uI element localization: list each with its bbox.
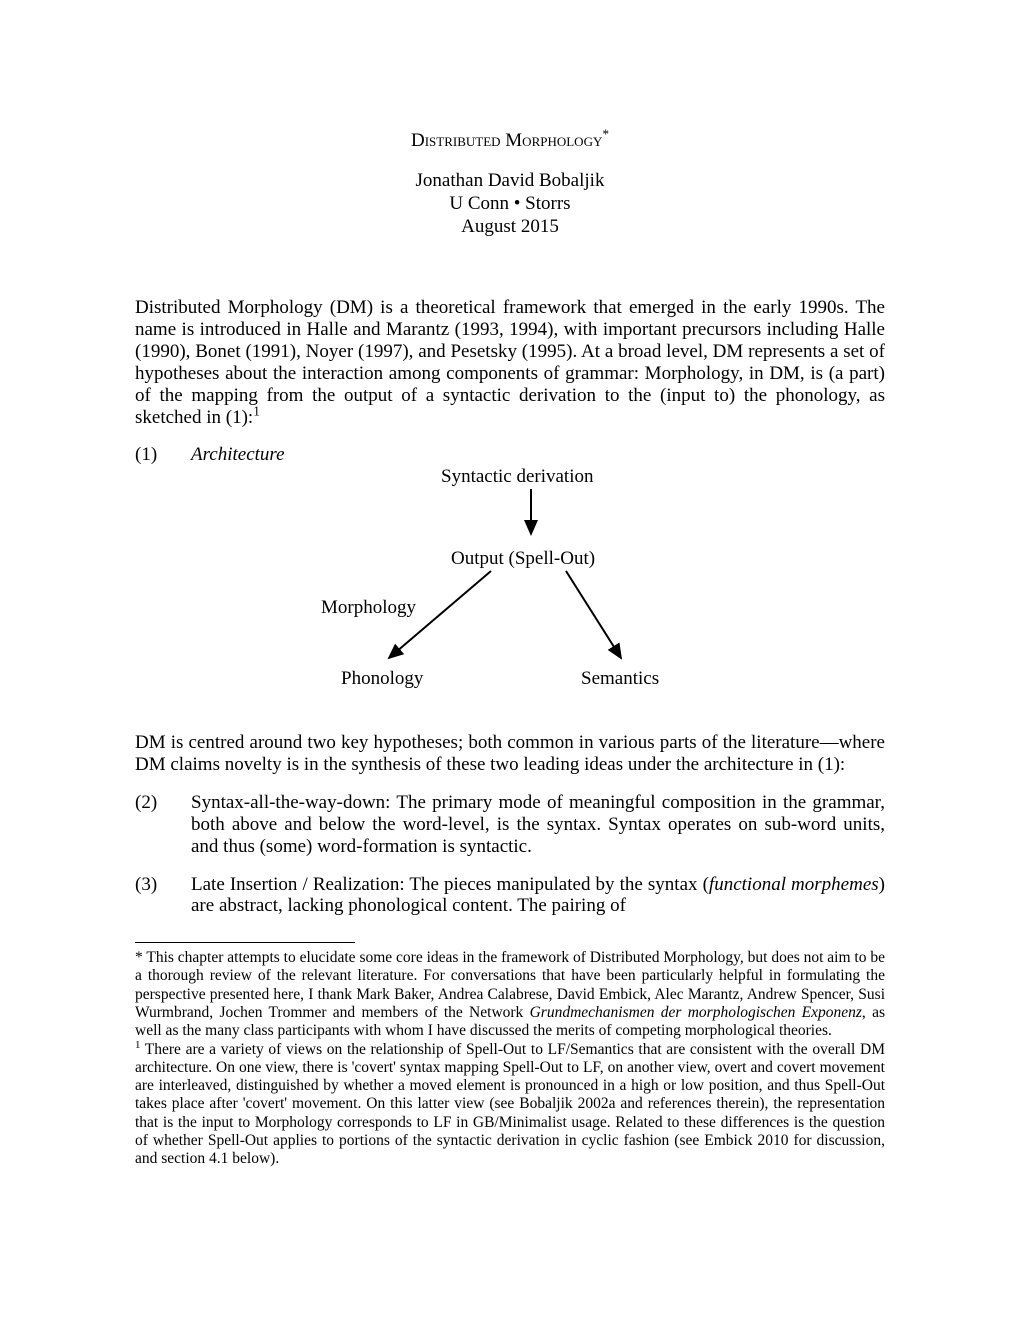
para1-text: Distributed Morphology (DM) is a theoret…: [135, 297, 885, 427]
paragraph-2: DM is centred around two key hypotheses;…: [135, 732, 885, 776]
title-text: Distributed Morphology: [411, 130, 602, 151]
ex3-pre: Late Insertion / Realization: The pieces…: [191, 874, 709, 895]
affiliation: U Conn • Storrs: [135, 193, 885, 215]
para1-footnote-marker: 1: [253, 403, 260, 418]
footnote-separator: [135, 942, 355, 943]
footnote-1-text: There are a variety of views on the rela…: [135, 1041, 885, 1168]
example-1-number: (1): [135, 444, 191, 716]
intro-paragraph: Distributed Morphology (DM) is a theoret…: [135, 297, 885, 428]
page-title: Distributed Morphology*: [135, 130, 885, 152]
diagram-arrows-svg: [191, 466, 791, 686]
author-name: Jonathan David Bobaljik: [135, 170, 885, 192]
footnote-star: * This chapter attempts to elucidate som…: [135, 949, 885, 1040]
ex3-italic-term: functional morphemes: [709, 874, 879, 895]
example-2-number: (2): [135, 792, 191, 858]
node-syntactic-derivation: Syntactic derivation: [441, 466, 593, 488]
example-1-label: Architecture: [191, 444, 285, 465]
example-2-text: Syntax-all-the-way-down: The primary mod…: [191, 792, 885, 858]
arrow-output-to-semantics: [566, 571, 621, 658]
footnote-star-italic: Grundmechanismen der morphologischen Exp…: [530, 1004, 862, 1021]
architecture-diagram: Syntactic derivation Output (Spell-Out) …: [191, 466, 885, 716]
example-3: (3) Late Insertion / Realization: The pi…: [135, 874, 885, 918]
date: August 2015: [135, 216, 885, 238]
author-block: Jonathan David Bobaljik U Conn • Storrs …: [135, 170, 885, 238]
example-3-number: (3): [135, 874, 191, 918]
node-phonology: Phonology: [341, 668, 423, 690]
example-1: (1) Architecture Syntactic derivation Ou…: [135, 444, 885, 716]
footnote-1: 1 There are a variety of views on the re…: [135, 1041, 885, 1169]
title-footnote-marker: *: [602, 127, 609, 142]
node-semantics: Semantics: [581, 668, 659, 690]
node-output: Output (Spell-Out): [451, 548, 595, 570]
example-3-text: Late Insertion / Realization: The pieces…: [191, 874, 885, 918]
example-2: (2) Syntax-all-the-way-down: The primary…: [135, 792, 885, 858]
node-morphology: Morphology: [321, 597, 416, 619]
